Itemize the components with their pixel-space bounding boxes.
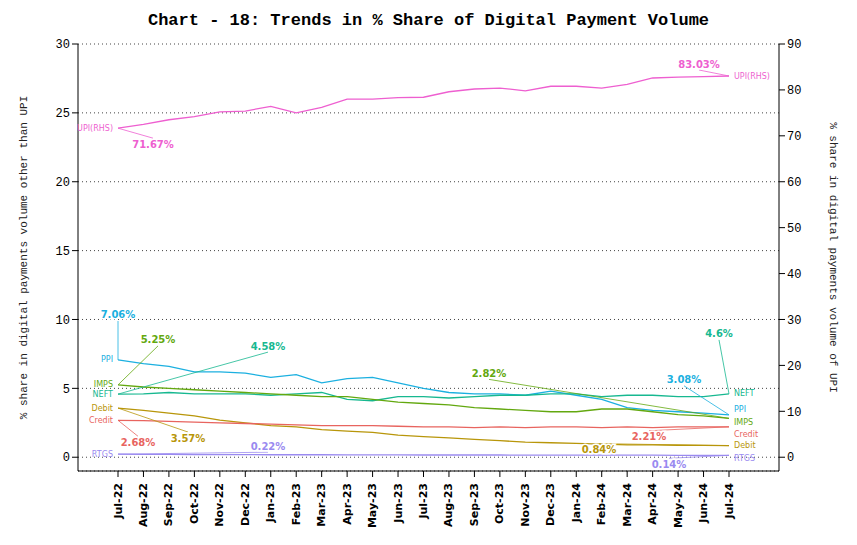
svg-text:Jun-24: Jun-24 bbox=[697, 483, 710, 524]
svg-text:Dec-23: Dec-23 bbox=[544, 483, 557, 526]
svg-text:71.67%: 71.67% bbox=[132, 139, 174, 150]
svg-text:Jul-22: Jul-22 bbox=[112, 483, 125, 520]
svg-text:60: 60 bbox=[787, 176, 801, 190]
svg-text:May-23: May-23 bbox=[366, 483, 379, 528]
svg-text:Sep-23: Sep-23 bbox=[468, 483, 481, 526]
svg-text:Credit: Credit bbox=[734, 430, 758, 439]
svg-text:3.08%: 3.08% bbox=[667, 374, 702, 385]
svg-text:10: 10 bbox=[56, 314, 70, 328]
svg-text:2.82%: 2.82% bbox=[472, 368, 507, 379]
svg-text:Feb-24: Feb-24 bbox=[595, 483, 608, 526]
svg-text:15: 15 bbox=[56, 245, 70, 259]
svg-text:Jan-23: Jan-23 bbox=[264, 483, 277, 523]
svg-text:% share in digital payments vo: % share in digital payments volume of UP… bbox=[827, 122, 839, 393]
svg-text:Jul-23: Jul-23 bbox=[417, 483, 430, 520]
svg-text:90: 90 bbox=[787, 38, 801, 52]
svg-text:0: 0 bbox=[787, 451, 794, 465]
svg-text:Debit: Debit bbox=[734, 441, 756, 450]
svg-text:40: 40 bbox=[787, 268, 801, 282]
svg-text:5.25%: 5.25% bbox=[141, 334, 176, 345]
svg-text:Mar-23: Mar-23 bbox=[315, 483, 328, 527]
svg-text:Apr-24: Apr-24 bbox=[646, 483, 659, 525]
svg-text:7.06%: 7.06% bbox=[101, 309, 136, 320]
svg-text:Dec-22: Dec-22 bbox=[239, 483, 252, 526]
svg-text:Jan-24: Jan-24 bbox=[570, 483, 583, 524]
svg-text:0: 0 bbox=[63, 451, 70, 465]
svg-text:2.21%: 2.21% bbox=[632, 431, 667, 442]
svg-text:Oct-23: Oct-23 bbox=[493, 483, 506, 524]
svg-text:% share in digital payments vo: % share in digital payments volume other… bbox=[18, 96, 30, 419]
svg-text:Jul-24: Jul-24 bbox=[723, 483, 736, 520]
svg-text:PPI: PPI bbox=[734, 405, 746, 414]
svg-text:0.14%: 0.14% bbox=[652, 459, 687, 470]
svg-text:Oct-22: Oct-22 bbox=[188, 483, 201, 524]
svg-text:NEFT: NEFT bbox=[93, 390, 114, 399]
svg-text:Apr-23: Apr-23 bbox=[341, 483, 354, 525]
svg-text:Mar-24: Mar-24 bbox=[621, 483, 634, 527]
svg-text:5: 5 bbox=[63, 383, 70, 397]
svg-text:20: 20 bbox=[787, 360, 801, 374]
svg-text:Nov-22: Nov-22 bbox=[213, 483, 226, 527]
svg-text:25: 25 bbox=[56, 107, 70, 121]
svg-text:Aug-22: Aug-22 bbox=[137, 483, 150, 527]
svg-text:2.68%: 2.68% bbox=[121, 437, 156, 448]
svg-text:Sep-22: Sep-22 bbox=[162, 483, 175, 526]
svg-text:IMPS: IMPS bbox=[94, 380, 113, 389]
svg-text:3.57%: 3.57% bbox=[171, 433, 206, 444]
svg-text:20: 20 bbox=[56, 176, 70, 190]
svg-text:83.03%: 83.03% bbox=[678, 59, 720, 70]
svg-text:70: 70 bbox=[787, 130, 801, 144]
svg-text:0.22%: 0.22% bbox=[251, 441, 286, 452]
svg-text:30: 30 bbox=[56, 38, 70, 52]
svg-text:Jun-23: Jun-23 bbox=[392, 483, 405, 524]
svg-text:50: 50 bbox=[787, 222, 801, 236]
svg-text:NEFT: NEFT bbox=[734, 389, 755, 398]
svg-text:30: 30 bbox=[787, 314, 801, 328]
svg-text:RTGS: RTGS bbox=[734, 454, 755, 463]
svg-text:IMPS: IMPS bbox=[734, 418, 753, 427]
svg-text:Credit: Credit bbox=[89, 416, 113, 425]
svg-text:Feb-23: Feb-23 bbox=[290, 483, 303, 525]
svg-text:10: 10 bbox=[787, 406, 801, 420]
svg-text:4.6%: 4.6% bbox=[705, 328, 733, 339]
svg-text:0.84%: 0.84% bbox=[582, 444, 617, 455]
html-text:Chart - 18: Trends in % Share: Chart - 18: Trends in % Share of Digital… bbox=[148, 11, 709, 30]
svg-text:Debit: Debit bbox=[91, 404, 113, 413]
svg-text:RTGS: RTGS bbox=[92, 450, 113, 459]
svg-text:May-24: May-24 bbox=[672, 483, 685, 528]
svg-text:PPI: PPI bbox=[101, 355, 113, 364]
svg-text:80: 80 bbox=[787, 84, 801, 98]
svg-text:Nov-23: Nov-23 bbox=[519, 483, 532, 527]
svg-text:Aug-23: Aug-23 bbox=[442, 483, 455, 527]
svg-text:UPI(RHS): UPI(RHS) bbox=[734, 72, 770, 81]
svg-text:4.58%: 4.58% bbox=[251, 341, 286, 352]
svg-text:UPI(RHS): UPI(RHS) bbox=[77, 124, 113, 133]
